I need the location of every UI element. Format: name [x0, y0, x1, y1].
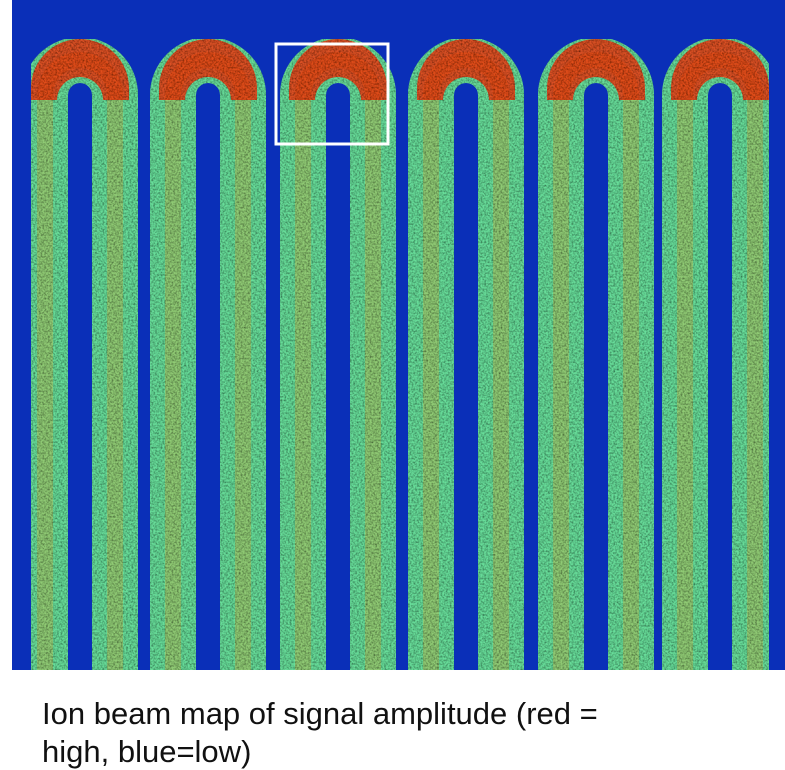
hot-cap — [159, 39, 257, 100]
caption-line: high, blue=low) — [42, 734, 252, 769]
hot-cap — [31, 39, 129, 100]
hot-cap — [289, 39, 387, 100]
hot-cap — [671, 39, 769, 100]
hot-cap — [547, 39, 645, 100]
caption-box: Ion beam map of signal amplitude (red = … — [12, 670, 775, 769]
caption-line: Ion beam map of signal amplitude (red = — [42, 696, 598, 731]
highlight-box — [274, 42, 390, 146]
stripes — [21, 37, 778, 670]
background — [12, 0, 785, 670]
hot-cap — [417, 39, 515, 100]
ion-beam-map — [12, 0, 785, 670]
